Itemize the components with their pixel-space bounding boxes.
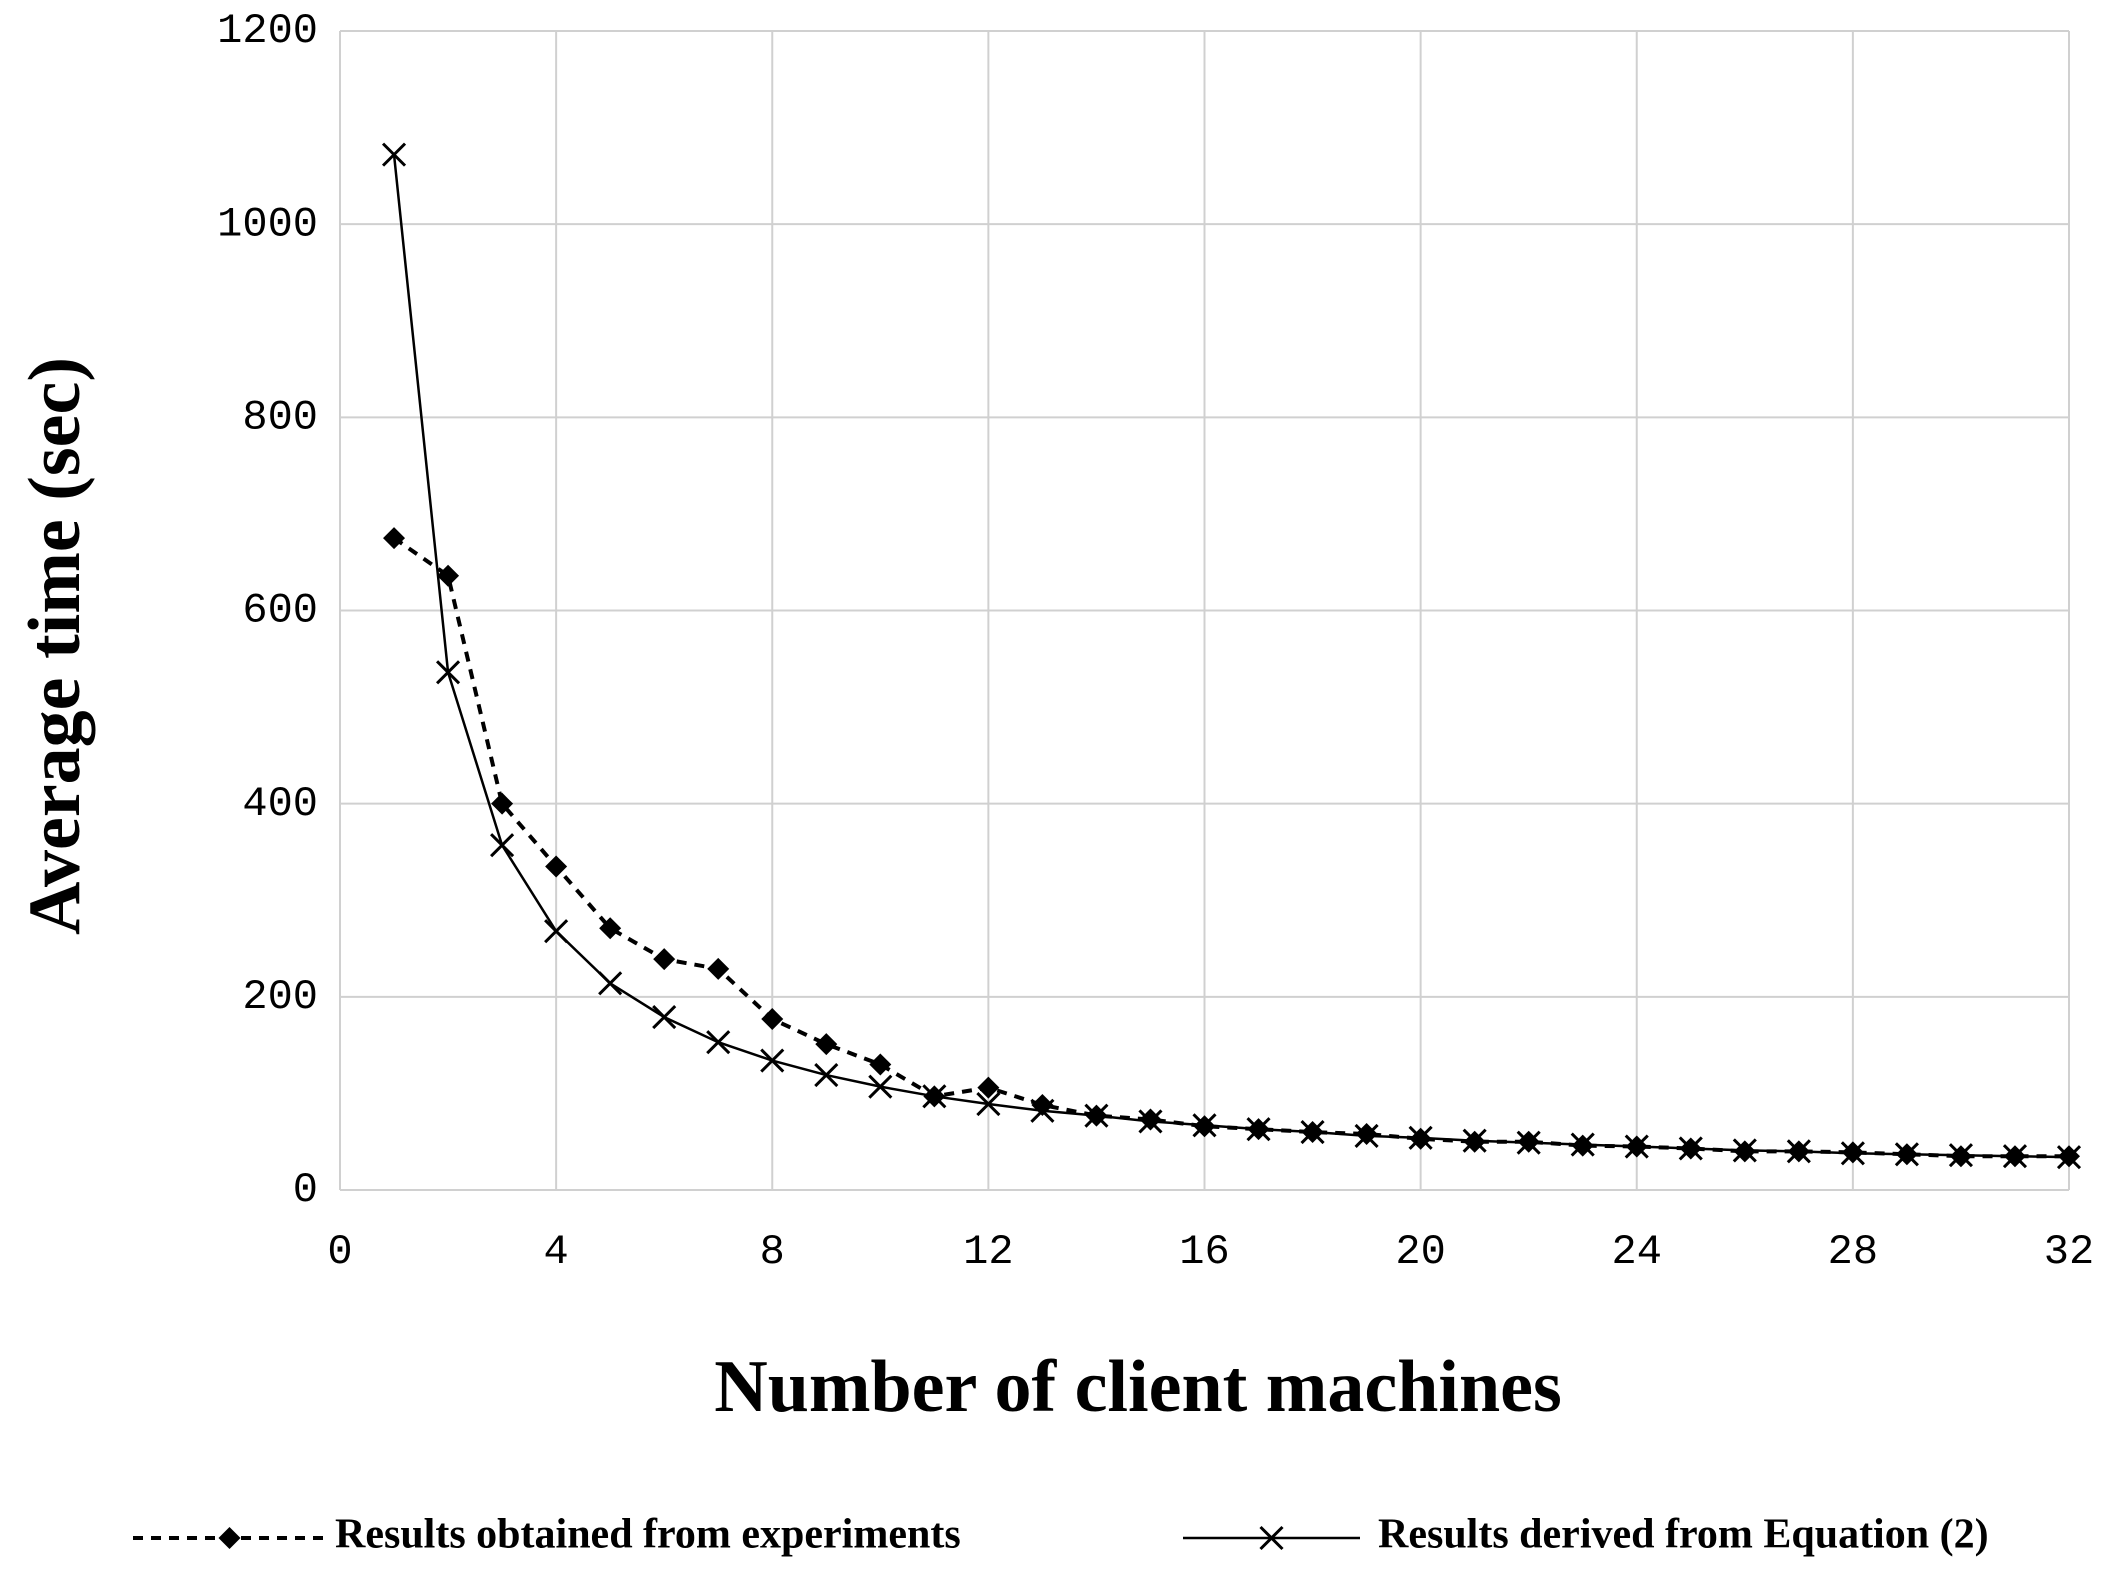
marker [218,1527,241,1549]
marker [490,833,515,858]
y-tick-label: 1000 [217,200,318,248]
marker [976,1091,1001,1117]
y-tick-label: 0 [293,1166,318,1214]
marker [436,660,461,685]
marker [1948,1143,1974,1168]
marker [922,1084,947,1109]
y-tick-label: 200 [242,973,318,1021]
marker [381,142,407,167]
marker [1300,1119,1325,1145]
marker [761,1008,784,1031]
legend-label: Results obtained from experiments [335,1512,961,1558]
marker [760,1048,785,1073]
x-tick-label: 20 [1395,1228,1445,1276]
marker [977,1076,1000,1099]
marker [1408,1125,1433,1150]
marker [1732,1138,1757,1163]
marker [1624,1134,1649,1159]
x-tick-label: 0 [327,1228,352,1276]
marker [1570,1132,1595,1157]
marker [598,971,623,996]
x-tick-label: 4 [544,1228,569,1276]
marker [706,1030,731,1055]
marker [1259,1525,1284,1551]
marker [1516,1130,1541,1155]
legend-label: Results derived from Equation (2) [1378,1512,1989,1558]
marker [1192,1113,1217,1138]
marker [1462,1128,1487,1153]
marker [868,1074,893,1099]
marker [1084,1103,1109,1128]
marker [599,917,622,940]
marker [491,792,514,815]
marker [1786,1139,1811,1164]
x-tick-label: 12 [963,1228,1013,1276]
marker [652,1005,677,1030]
y-tick-label: 400 [242,780,318,828]
marker [1030,1098,1055,1123]
marker [2002,1144,2028,1169]
marker [814,1063,839,1088]
marker [437,564,460,587]
marker [1138,1109,1163,1134]
marker [1246,1117,1271,1142]
y-tick-label: 800 [242,393,318,441]
x-tick-label: 24 [1612,1228,1662,1276]
marker [1354,1123,1379,1148]
marker [707,957,730,980]
marker [383,527,406,550]
marker [1894,1142,1919,1167]
marker [1840,1141,1865,1166]
x-tick-label: 28 [1828,1228,1878,1276]
y-axis-title: Average time (sec) [14,357,96,935]
marker [545,855,568,878]
marker [2056,1145,2082,1170]
marker [1678,1136,1703,1161]
x-axis-title: Number of client machines [714,1346,1562,1428]
marker [815,1033,838,1056]
y-tick-label: 1200 [217,7,318,55]
marker [653,948,676,971]
x-tick-label: 16 [1179,1228,1229,1276]
x-tick-label: 8 [760,1228,785,1276]
marker [544,919,569,944]
x-tick-label: 32 [2044,1228,2094,1276]
marker [869,1053,892,1076]
y-tick-label: 600 [242,587,318,635]
series-line [392,154,2070,1159]
